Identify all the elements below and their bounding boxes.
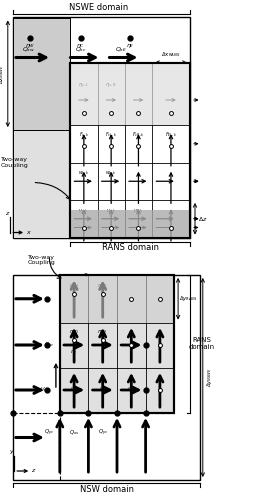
Text: $u_{e,k}$: $u_{e,k}$ — [106, 208, 117, 215]
Text: $F_{c,k}$: $F_{c,k}$ — [79, 130, 89, 139]
Text: RANS
domain: RANS domain — [188, 337, 214, 350]
Bar — [13, 18, 190, 237]
Text: $\eta_{c,L}$: $\eta_{c,L}$ — [78, 82, 89, 88]
Text: $Q_{yc}$: $Q_{yc}$ — [98, 428, 108, 438]
Text: $w_{e,k}$: $w_{e,k}$ — [105, 170, 117, 177]
Text: Two-way
Coupling: Two-way Coupling — [1, 157, 28, 168]
Text: $\eta_{RD}$: $\eta_{RD}$ — [98, 328, 108, 336]
Text: NSW domain: NSW domain — [80, 484, 134, 494]
Text: $\Delta x_{NSWE}$: $\Delta x_{NSWE}$ — [0, 64, 6, 84]
Text: $\eta_{LD}$: $\eta_{LD}$ — [69, 328, 79, 336]
Text: $y$: $y$ — [9, 448, 15, 456]
Text: $Q_{xE}$: $Q_{xE}$ — [115, 45, 127, 54]
Text: $Q_{xc}$: $Q_{xc}$ — [44, 340, 55, 349]
Text: $z$: $z$ — [31, 468, 36, 474]
Text: $\eta_{c,R}$: $\eta_{c,R}$ — [105, 82, 117, 88]
Bar — [13, 130, 70, 238]
Bar — [70, 62, 190, 125]
Bar — [60, 275, 174, 412]
Text: $w_{c,k}$: $w_{c,k}$ — [78, 170, 90, 177]
Bar — [13, 275, 200, 480]
Text: $\eta_{RU}$: $\eta_{RU}$ — [98, 282, 108, 290]
Text: $\Delta y_{RANS}$: $\Delta y_{RANS}$ — [179, 294, 198, 303]
Bar — [70, 62, 190, 238]
Text: $V_c$: $V_c$ — [40, 386, 48, 394]
Text: $U_E$: $U_E$ — [127, 386, 135, 394]
Text: $\Delta x_{RANS}$: $\Delta x_{RANS}$ — [161, 50, 181, 59]
Text: $\eta_W$: $\eta_W$ — [25, 42, 35, 50]
Text: $F_{EL,k}$: $F_{EL,k}$ — [165, 130, 177, 139]
Bar — [70, 62, 190, 238]
Text: RANS domain: RANS domain — [101, 243, 159, 252]
Text: $\Delta z$: $\Delta z$ — [198, 215, 208, 223]
Text: Two-way
Coupling: Two-way Coupling — [28, 254, 55, 266]
Text: $U_e$: $U_e$ — [99, 386, 107, 394]
Text: $u_{E,k}$: $u_{E,k}$ — [133, 208, 144, 215]
Text: $Q_{xc}$: $Q_{xc}$ — [75, 45, 87, 54]
Text: $u_{c,k}$: $u_{c,k}$ — [79, 208, 89, 215]
Text: $Q_{xw}$: $Q_{xw}$ — [22, 45, 35, 54]
Text: $U_c$: $U_c$ — [70, 386, 78, 394]
Bar — [13, 18, 70, 130]
Text: $\eta_{LU}$: $\eta_{LU}$ — [69, 282, 79, 290]
Text: $\Delta y_{NSWE}$: $\Delta y_{NSWE}$ — [205, 368, 214, 388]
Text: $z$: $z$ — [5, 210, 10, 217]
Bar — [70, 210, 190, 238]
Bar — [60, 275, 174, 322]
Text: $F_{cL,k}$: $F_{cL,k}$ — [105, 130, 117, 139]
Text: $\eta_c$: $\eta_c$ — [70, 348, 78, 356]
Text: $x$: $x$ — [26, 229, 31, 236]
Text: $\eta_{nc}$: $\eta_{nc}$ — [83, 271, 93, 279]
Text: $\eta_E$: $\eta_E$ — [126, 42, 134, 50]
Text: $F_{cR,k}$: $F_{cR,k}$ — [132, 130, 145, 139]
Text: NSWE domain: NSWE domain — [69, 3, 128, 12]
Text: $Q_{xs}$: $Q_{xs}$ — [69, 428, 79, 437]
Bar — [60, 275, 174, 412]
Text: $Q_{yc}$: $Q_{yc}$ — [44, 428, 55, 438]
Text: $\eta_C$: $\eta_C$ — [76, 42, 85, 50]
